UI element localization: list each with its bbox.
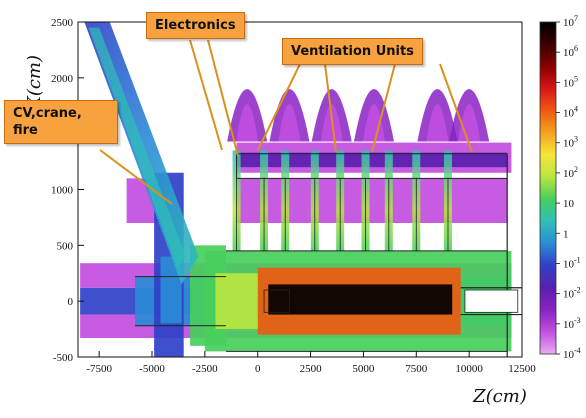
colorbar-label-5: 102 bbox=[563, 165, 578, 180]
callout-arrows bbox=[99, 39, 473, 205]
colorbar-label-7: 1 bbox=[563, 228, 569, 240]
colorbar-label-6: 10 bbox=[563, 198, 575, 210]
callout-ventilation-units: Ventilation Units bbox=[282, 38, 423, 65]
hall-structure bbox=[135, 153, 522, 357]
region-12 bbox=[160, 256, 182, 324]
y-tick-label-5: 2000 bbox=[51, 73, 74, 85]
callout-cv-crane-fire: CV,crane, fire bbox=[4, 100, 118, 144]
arrow-vent-4 bbox=[439, 63, 473, 153]
y-tick-label-3: 1000 bbox=[51, 185, 74, 197]
y-tick-label-0: -500 bbox=[53, 352, 74, 364]
arrow-electronics-2 bbox=[207, 39, 239, 157]
x-tick-label-6: 7500 bbox=[405, 363, 428, 375]
vent-plume-inner-4 bbox=[426, 104, 449, 142]
colorbar-label-0: 107 bbox=[563, 14, 578, 29]
colorbar-label-3: 104 bbox=[563, 105, 578, 120]
colorbar-label-2: 105 bbox=[563, 74, 578, 89]
colorbar-label-11: 10-4 bbox=[563, 346, 581, 361]
vent-plume-inner-3 bbox=[363, 104, 385, 142]
x-tick-label-8: 12500 bbox=[508, 363, 536, 375]
flux-regions bbox=[80, 22, 512, 357]
region-9 bbox=[236, 178, 508, 223]
x-tick-label-5: 5000 bbox=[352, 363, 375, 375]
vent-plume-inner-5 bbox=[458, 104, 481, 142]
colorbar-label-1: 106 bbox=[563, 44, 578, 59]
vent-plume-inner-0 bbox=[236, 104, 259, 142]
arrow-vent-3 bbox=[371, 63, 396, 153]
x-axis-ticks: -7500 -5000 -2500 0 2500 5000 7500 10000 12500 bbox=[86, 351, 536, 375]
y-tick-label-6: 2500 bbox=[51, 17, 74, 29]
x-tick-label-2: -2500 bbox=[192, 363, 218, 375]
colorbar-label-8: 10-1 bbox=[563, 255, 581, 270]
colorbar-label-4: 103 bbox=[563, 135, 578, 150]
target-box bbox=[263, 289, 290, 313]
colorbar-label-9: 10-2 bbox=[563, 286, 581, 301]
y-axis-title: X(cm) bbox=[24, 55, 45, 111]
y-tick-label-1: 0 bbox=[68, 296, 74, 308]
arrow-vent-2 bbox=[324, 63, 337, 153]
x-tick-label-1: -5000 bbox=[139, 363, 165, 375]
colorbar-scale bbox=[539, 21, 557, 355]
x-tick-label-3: 0 bbox=[255, 363, 261, 375]
beam-exit-window bbox=[464, 289, 519, 313]
x-axis-title: Z(cm) bbox=[472, 386, 527, 407]
x-tick-label-7: 10000 bbox=[455, 363, 483, 375]
callout-electronics: Electronics bbox=[146, 12, 245, 39]
arrow-vent-1 bbox=[257, 63, 301, 151]
x-tick-label-0: -7500 bbox=[86, 363, 112, 375]
arrow-electronics-1 bbox=[189, 39, 223, 151]
region-14 bbox=[215, 273, 258, 330]
y-tick-label-2: 500 bbox=[57, 240, 74, 252]
region-6 bbox=[268, 284, 453, 315]
region-8 bbox=[236, 152, 508, 168]
x-tick-label-4: 2500 bbox=[300, 363, 323, 375]
arrow-cv bbox=[99, 149, 173, 205]
vent-plume-inner-1 bbox=[278, 104, 301, 142]
diagonal-duct-core bbox=[88, 27, 186, 268]
colorbar-label-10: 10-3 bbox=[563, 316, 581, 331]
